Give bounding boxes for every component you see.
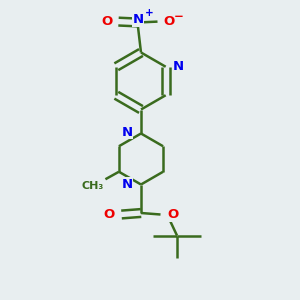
- Text: +: +: [145, 8, 153, 18]
- Text: O: O: [101, 15, 112, 28]
- Text: N: N: [132, 13, 144, 26]
- Text: N: N: [122, 125, 133, 139]
- Text: N: N: [173, 60, 184, 73]
- Text: N: N: [122, 178, 133, 191]
- Text: O: O: [104, 208, 115, 221]
- Text: O: O: [167, 208, 178, 221]
- Text: O: O: [164, 15, 175, 28]
- Text: CH₃: CH₃: [82, 181, 104, 191]
- Text: −: −: [174, 10, 184, 23]
